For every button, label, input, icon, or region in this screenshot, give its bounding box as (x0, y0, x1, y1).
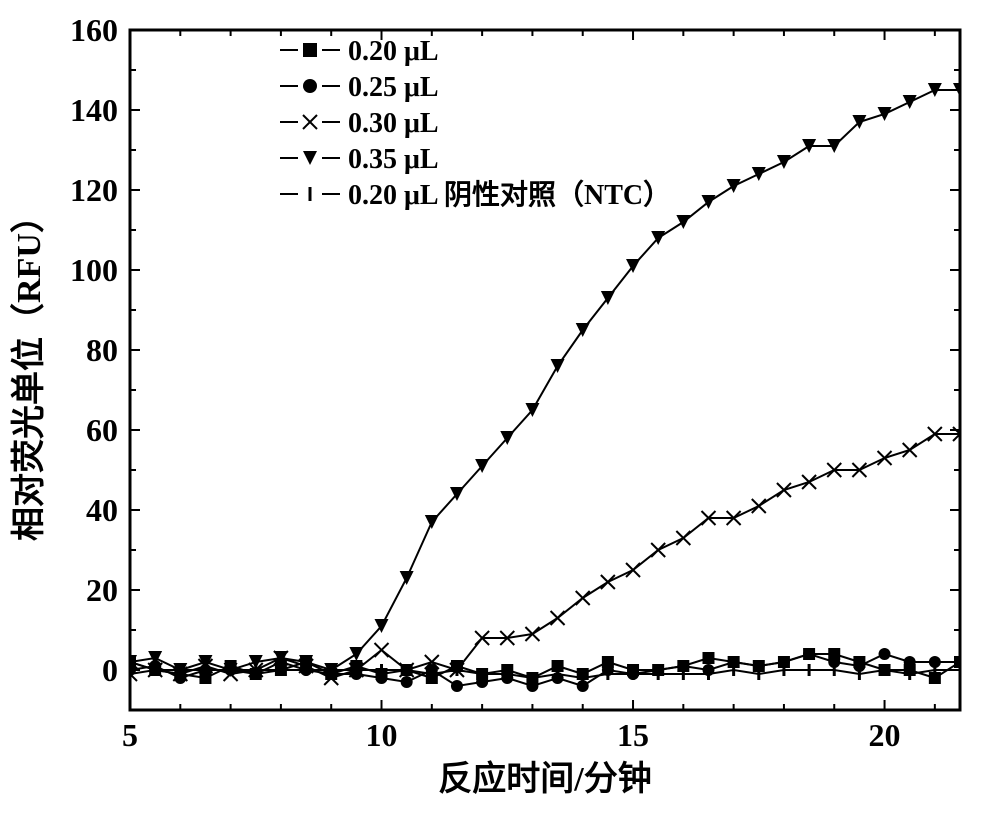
chart-svg: 0 20 40 60 80 100 120 140 160 5 10 15 20 反应时间/分钟 相对荧光单… (0, 0, 1000, 825)
y-tick-label: 140 (70, 92, 118, 128)
legend-item-label: 0.30 μL (348, 108, 439, 139)
x-tick-label: 5 (122, 717, 138, 753)
y-tick-label: 0 (102, 652, 118, 688)
x-tick-label: 10 (366, 717, 398, 753)
x-tick-label: 15 (617, 717, 649, 753)
y-axis-label: 相对荧光单位（RFU） (9, 199, 48, 541)
chart-container: 0 20 40 60 80 100 120 140 160 5 10 15 20 反应时间/分钟 相对荧光单… (0, 0, 1000, 825)
series-3 (123, 83, 967, 677)
y-tick-label: 40 (86, 492, 118, 528)
y-tick-label: 60 (86, 412, 118, 448)
legend-item-label: 0.20 μL (348, 36, 439, 67)
legend-item-label: 0.25 μL (348, 72, 439, 103)
x-axis-label: 反应时间/分钟 (438, 760, 651, 798)
y-tick-label: 120 (70, 172, 118, 208)
y-tick-label: 80 (86, 332, 118, 368)
series-2 (123, 427, 967, 685)
series-0 (124, 648, 966, 684)
legend: 0.20 μL 0.25 μL 0.30 μL 0.35 μL0.20 μL 阴性对照… (280, 36, 671, 211)
y-tick-label: 100 (70, 252, 118, 288)
y-tick-label: 160 (70, 12, 118, 48)
y-tick-label: 20 (86, 572, 118, 608)
x-tick-label: 20 (869, 717, 901, 753)
legend-item-label: 0.20 μL 阴性对照（NTC） (348, 178, 671, 211)
legend-item-label: 0.35 μL (348, 144, 439, 175)
plot-area (123, 83, 967, 692)
